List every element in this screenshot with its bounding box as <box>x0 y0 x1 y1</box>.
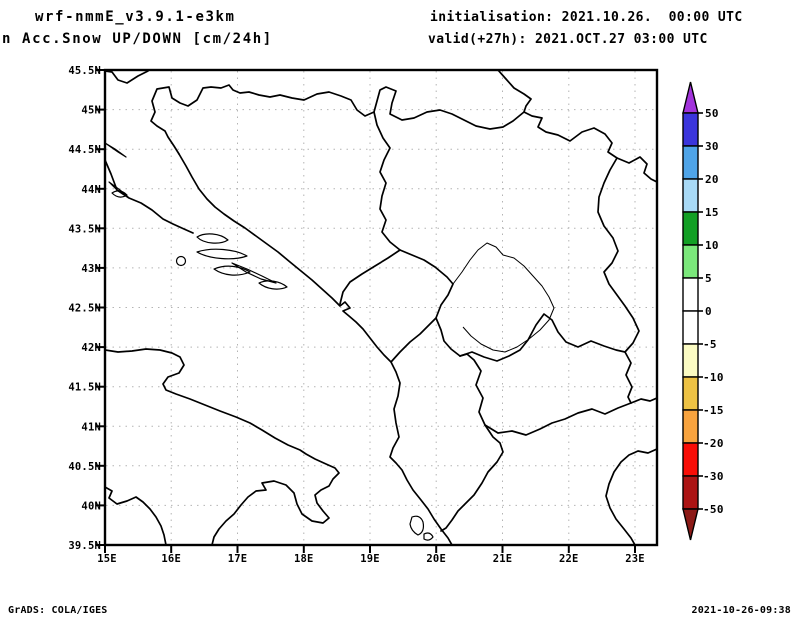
island-korcula <box>213 265 251 276</box>
island-pag <box>106 142 127 158</box>
lat-label: 45.5N <box>68 65 101 77</box>
island-corfu <box>409 515 425 536</box>
header: wrf-nmmE_v3.9.1-e3km n Acc.Snow UP/DOWN … <box>2 9 743 47</box>
colorbar-arrow-top <box>682 81 699 114</box>
colorbar-segment <box>682 178 699 213</box>
border-montenegro-albania <box>390 317 437 363</box>
lon-label: 17E <box>228 553 248 565</box>
creation-timestamp: 2021-10-26-09:38 <box>691 605 791 616</box>
map-frame-group <box>96 68 659 553</box>
colorbar-segment <box>682 409 699 444</box>
map-outlines <box>106 71 656 544</box>
island-corfu-south <box>423 532 434 541</box>
colorbar-label: 50 <box>705 107 719 120</box>
border-macedonia-west <box>459 353 486 426</box>
peninsula-peljesac <box>231 262 277 284</box>
colorbar-label: 5 <box>705 272 712 285</box>
coastline-istria <box>106 71 149 84</box>
coastline-outer-islands <box>106 160 194 234</box>
island-brac <box>196 233 229 244</box>
variable-title: n Acc.Snow UP/DOWN [cm/24h] <box>2 31 273 47</box>
lon-label: 19E <box>360 553 380 565</box>
lon-label: 18E <box>294 553 314 565</box>
colorbar-segment <box>682 310 699 345</box>
lat-label: 43.5N <box>68 223 101 235</box>
island-dugi-otok <box>108 181 129 198</box>
lat-label: 40N <box>81 500 101 512</box>
border-kosovo <box>452 242 555 353</box>
colorbar-label: -30 <box>703 470 724 483</box>
colorbar-label: 20 <box>705 173 719 186</box>
colorbar-segment <box>682 343 699 378</box>
island-hvar <box>196 248 248 260</box>
colorbar-segment <box>682 277 699 312</box>
island-kornati <box>111 190 128 198</box>
model-title: wrf-nmmE_v3.9.1-e3km <box>35 9 236 25</box>
lon-label: 23E <box>625 553 645 565</box>
colorbar-segment <box>682 112 699 147</box>
border-serbia-bulgaria <box>597 157 640 353</box>
colorbar-label: -10 <box>703 371 724 384</box>
lon-label: 16E <box>161 553 181 565</box>
lat-label: 41N <box>81 421 101 433</box>
coastline-adriatic-east <box>178 153 453 544</box>
lat-label: 42.5N <box>68 303 101 315</box>
colorbar-segment <box>682 475 699 510</box>
lat-label: 42N <box>81 342 101 354</box>
colorbar-label: 10 <box>705 239 719 252</box>
lat-label: 44.5N <box>68 144 101 156</box>
colorbar-label: 30 <box>705 140 719 153</box>
colorbar-segment <box>682 376 699 411</box>
coastline-aegean <box>605 448 656 544</box>
lat-label: 43N <box>81 263 101 275</box>
colorbar-label: 0 <box>705 305 712 318</box>
colorbar-segment <box>682 244 699 279</box>
colorbar: 50 30 20 15 10 5 0 -5 -10 -15 -20 -30 -5… <box>682 81 724 541</box>
lat-label: 44N <box>81 184 101 196</box>
lat-label: 45N <box>81 105 101 117</box>
graticule <box>106 71 656 544</box>
grads-stamp: GrADS: COLA/IGES <box>8 605 108 616</box>
lat-label: 40.5N <box>68 461 101 473</box>
border-macedonia-south <box>484 402 632 436</box>
initialisation-line: initialisation: 2021.10.26. 00:00 UTC <box>430 10 743 25</box>
colorbar-ticks <box>698 112 703 510</box>
footer: GrADS: COLA/IGES 2021-10-26-09:38 <box>8 605 791 616</box>
border-macedonia-north <box>459 313 626 362</box>
lat-label: 41.5N <box>68 382 101 394</box>
lon-label: 15E <box>97 553 117 565</box>
colorbar-segment <box>682 442 699 477</box>
valid-line: valid(+27h): 2021.OCT.27 03:00 UTC <box>428 32 708 47</box>
lon-label: 22E <box>559 553 579 565</box>
border-sava-north <box>150 84 525 155</box>
colorbar-arrow-bottom <box>682 508 699 541</box>
border-drina <box>373 111 401 251</box>
coastline-italy-puglia <box>106 348 340 544</box>
border-albania-greece <box>440 424 504 532</box>
colorbar-segment <box>682 211 699 246</box>
lat-label: 39.5N <box>68 540 101 552</box>
border-danube <box>497 71 656 183</box>
lat-axis-labels: 45.5N 45N 44.5N 44N 43.5N 43N 42.5N 42N … <box>68 65 101 552</box>
colorbar-label: -5 <box>703 338 717 351</box>
colorbar-label: -20 <box>703 437 724 450</box>
border-macedonia-east <box>624 351 633 404</box>
border-bosnia-montenegro <box>339 249 401 305</box>
lon-label: 21E <box>493 553 513 565</box>
colorbar-segment <box>682 145 699 180</box>
border-greece-bulgaria <box>630 397 656 404</box>
colorbar-labels: 50 30 20 15 10 5 0 -5 -10 -15 -20 -30 -5… <box>703 107 724 516</box>
coastline-italy-calabria <box>106 486 167 544</box>
colorbar-label: -50 <box>703 503 724 516</box>
border-serbia-montenegro <box>399 249 461 357</box>
lon-label: 20E <box>426 553 446 565</box>
colorbar-label: -15 <box>703 404 724 417</box>
colorbar-label: 15 <box>705 206 719 219</box>
island-vis <box>175 255 187 267</box>
lon-axis-labels: 15E 16E 17E 18E 19E 20E 21E 22E 23E <box>97 553 645 565</box>
